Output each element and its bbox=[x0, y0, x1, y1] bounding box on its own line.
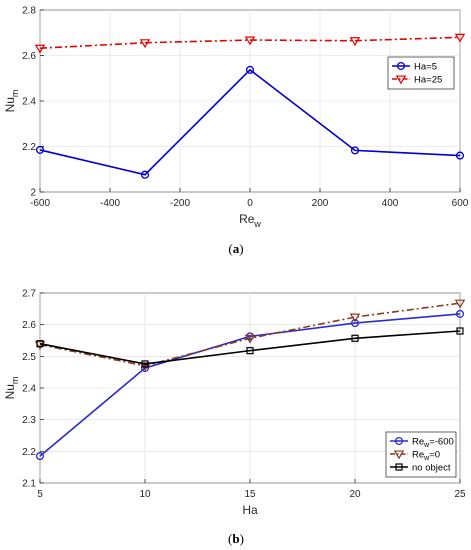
y-tick-label: 2.8 bbox=[22, 6, 36, 17]
legend-box bbox=[387, 56, 455, 90]
x-tick-label: 20 bbox=[349, 489, 361, 500]
legend-label-1: Rew=0 bbox=[412, 449, 440, 462]
legend-marker-0 bbox=[394, 436, 404, 446]
data-point-2-0 bbox=[36, 340, 44, 348]
series-b bbox=[34, 299, 466, 461]
y-axis-label-b: Num bbox=[3, 377, 20, 400]
y-tick-label: 2.4 bbox=[22, 384, 36, 395]
series-line-1 bbox=[39, 302, 461, 367]
data-point-1-4 bbox=[454, 299, 466, 309]
x-tick-label: -600 bbox=[30, 198, 50, 209]
x-ticks-b: 5 10 15 20 25 bbox=[37, 479, 466, 500]
legend-a: Ha=5 Ha=25 bbox=[387, 56, 455, 90]
y-tick-label: 2 bbox=[30, 188, 36, 199]
data-point-0-3 bbox=[350, 319, 360, 328]
y-tick-label: 2.2 bbox=[22, 447, 36, 458]
legend-marker-2 bbox=[395, 463, 403, 471]
x-tick-label: -400 bbox=[100, 198, 120, 209]
y-tick-label: 2.6 bbox=[22, 320, 36, 331]
legend-marker-1 bbox=[395, 75, 407, 85]
data-point-1-2 bbox=[244, 334, 256, 344]
legend-label-2: no object bbox=[412, 462, 451, 473]
data-point-1-0 bbox=[34, 44, 46, 54]
x-tick-label: 5 bbox=[37, 489, 43, 500]
grid-a bbox=[39, 9, 461, 193]
data-point-2-2 bbox=[246, 347, 254, 355]
legend-label-0: Ha=5 bbox=[414, 61, 437, 72]
x-ticks-a: -600 -400 -200 0 200 400 600 bbox=[30, 188, 469, 209]
data-point-1-3 bbox=[349, 313, 361, 323]
data-point-0-0 bbox=[35, 145, 45, 154]
data-point-0-3 bbox=[350, 146, 360, 155]
legend-marker-0 bbox=[396, 61, 406, 71]
data-point-0-4 bbox=[455, 309, 465, 318]
y-tick-label: 2.2 bbox=[22, 142, 36, 153]
legend-label-1: Ha=25 bbox=[414, 74, 442, 85]
chart-panel-b: 5 10 15 20 25 2.1 2.2 2.3 2.4 2.5 2.6 2.7 Ha Num R… bbox=[3, 289, 466, 547]
y-tick-label: 2.6 bbox=[22, 51, 36, 62]
y-ticks-b: 2.1 2.2 2.3 2.4 2.5 2.6 2.7 bbox=[22, 289, 44, 490]
data-point-1-1 bbox=[139, 39, 151, 49]
x-axis-label-b: Ha bbox=[242, 503, 258, 517]
panel-caption-a: (a) bbox=[228, 241, 243, 256]
y-axis-label-a: Num bbox=[3, 90, 20, 113]
x-tick-label: 400 bbox=[382, 198, 399, 209]
series-line-0 bbox=[39, 313, 461, 457]
y-tick-label: 2.4 bbox=[22, 97, 36, 108]
y-tick-label: 2.5 bbox=[22, 352, 36, 363]
y-tick-label: 2.1 bbox=[22, 479, 36, 490]
x-tick-label: 25 bbox=[454, 489, 466, 500]
y-tick-label: 2.7 bbox=[22, 289, 36, 300]
x-tick-label: 600 bbox=[452, 198, 469, 209]
x-tick-label: 200 bbox=[312, 198, 329, 209]
x-axis-label-a: Rew bbox=[239, 212, 261, 229]
y-ticks-a: 2 2.2 2.4 2.6 2.8 bbox=[22, 6, 44, 199]
data-point-2-4 bbox=[456, 327, 464, 335]
data-point-0-2 bbox=[245, 65, 255, 74]
x-tick-label: -200 bbox=[170, 198, 190, 209]
data-point-0-4 bbox=[455, 151, 465, 160]
data-point-1-0 bbox=[34, 341, 46, 351]
data-point-1-3 bbox=[349, 37, 361, 47]
series-line-0 bbox=[39, 68, 461, 176]
data-point-1-4 bbox=[454, 33, 466, 43]
data-point-0-1 bbox=[140, 170, 150, 179]
data-point-2-1 bbox=[141, 360, 149, 368]
x-tick-label: 0 bbox=[247, 198, 253, 209]
y-tick-label: 2.3 bbox=[22, 415, 36, 426]
series-a bbox=[34, 33, 466, 179]
chart-panel-a: -600 -400 -200 0 200 400 600 2 2.2 2.4 2.6 2.8 Rew… bbox=[3, 6, 469, 257]
series-line-1 bbox=[39, 36, 461, 50]
panel-caption-b: (b) bbox=[228, 531, 244, 546]
x-tick-label: 10 bbox=[139, 489, 151, 500]
legend-label-0: Rew=-600 bbox=[412, 436, 454, 449]
data-point-1-2 bbox=[244, 36, 256, 46]
legend-marker-1 bbox=[393, 450, 405, 460]
data-point-2-3 bbox=[351, 334, 359, 342]
data-point-0-0 bbox=[35, 452, 45, 461]
series-line-2 bbox=[39, 330, 461, 365]
x-tick-label: 15 bbox=[244, 489, 256, 500]
